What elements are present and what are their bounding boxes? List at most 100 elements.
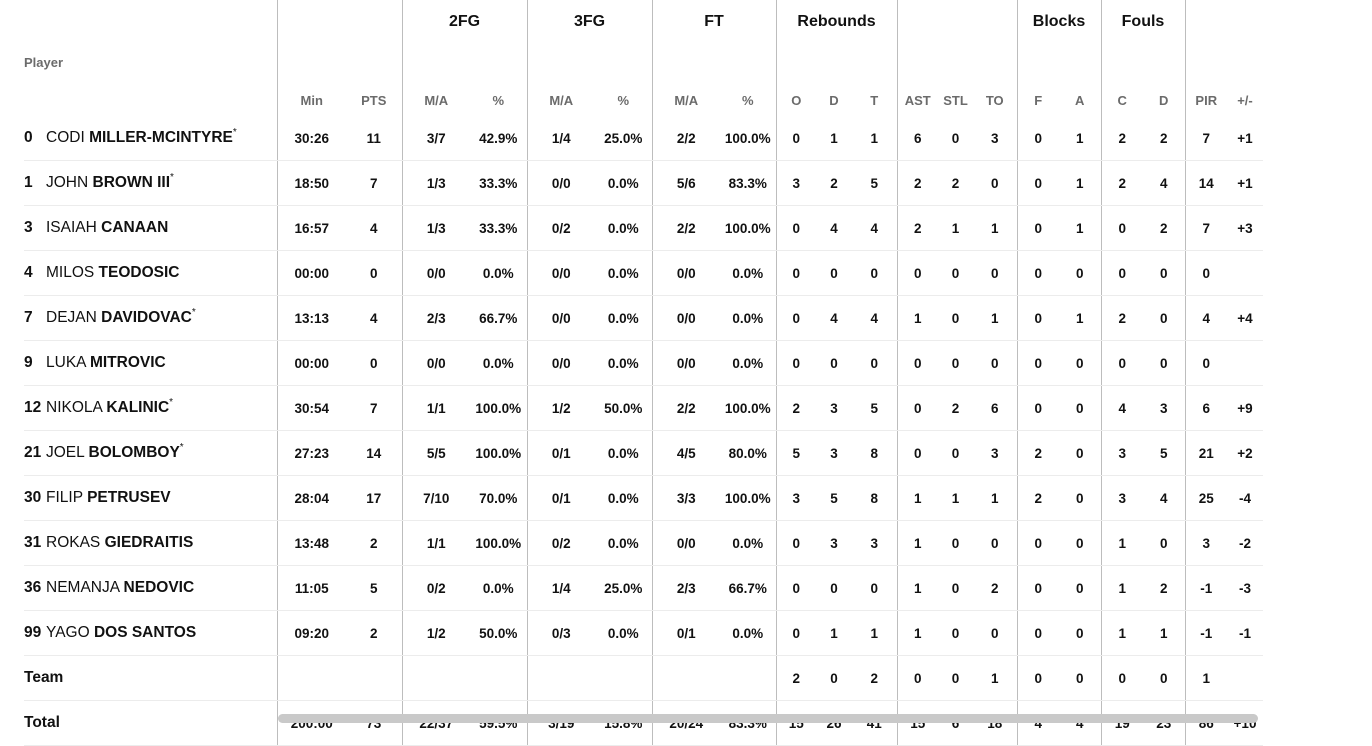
cell-stl: 0 bbox=[938, 610, 973, 656]
cell-fouls-c: 1 bbox=[1100, 520, 1143, 566]
column-header-fouls-c[interactable]: C bbox=[1100, 41, 1143, 116]
cell-2fg-ma bbox=[401, 655, 470, 701]
player-first-name: ROKAS bbox=[46, 534, 101, 551]
cell-pir: 14 bbox=[1184, 160, 1227, 206]
column-header-player[interactable]: Player bbox=[24, 55, 64, 70]
column-header-pts[interactable]: PTS bbox=[361, 93, 387, 108]
table-row: 0 CODI MILLER-MCINTYRE* 30:26 11 3/7 42.9% 1/4… bbox=[24, 116, 1263, 161]
starter-mark: * bbox=[179, 442, 184, 453]
cell-ast: 0 bbox=[896, 430, 938, 476]
cell-plus-minus: +3 bbox=[1227, 205, 1263, 251]
player-cell[interactable]: 12 NIKOLA KALINIC* bbox=[24, 385, 277, 431]
column-header-stl[interactable]: STL bbox=[943, 93, 968, 108]
cell-3fg-ma: 1/4 bbox=[526, 116, 595, 161]
cell-pir: 7 bbox=[1184, 116, 1227, 161]
cell-reb-t: 5 bbox=[852, 385, 897, 431]
jersey-number: 7 bbox=[24, 309, 33, 326]
cell-pts: 7 bbox=[346, 385, 402, 431]
cell-stl: 2 bbox=[938, 385, 973, 431]
total-label: Total bbox=[24, 700, 277, 746]
cell-blocks-a: 0 bbox=[1059, 250, 1101, 296]
cell-2fg-ma: 5/5 bbox=[401, 430, 470, 476]
column-header-reb-o[interactable]: O bbox=[775, 41, 816, 116]
player-cell[interactable]: 9 LUKA MITROVIC bbox=[24, 340, 277, 386]
cell-fouls-d: 2 bbox=[1143, 116, 1185, 161]
column-header-3fg-ma[interactable]: M/A bbox=[526, 41, 595, 116]
cell-min: 00:00 bbox=[276, 250, 346, 296]
cell-3fg-pct: 0.0% bbox=[595, 295, 652, 341]
player-cell[interactable]: 36 NEMANJA NEDOVIC bbox=[24, 565, 277, 611]
player-cell[interactable]: 0 CODI MILLER-MCINTYRE* bbox=[24, 116, 277, 161]
cell-2fg-ma: 0/0 bbox=[401, 340, 470, 386]
cell-ft-pct: 83.3% bbox=[720, 160, 776, 206]
player-first-name: LUKA bbox=[46, 354, 86, 371]
player-cell[interactable]: 99 YAGO DOS SANTOS bbox=[24, 610, 277, 656]
cell-blocks-f: 0 bbox=[1016, 385, 1059, 431]
cell-blocks-a: 0 bbox=[1059, 610, 1101, 656]
player-cell[interactable]: 7 DEJAN DAVIDOVAC* bbox=[24, 295, 277, 341]
starter-mark: * bbox=[191, 307, 196, 318]
column-header-pir[interactable]: PIR bbox=[1184, 41, 1227, 116]
column-header-reb-d[interactable]: D bbox=[829, 93, 839, 108]
horizontal-scrollbar[interactable] bbox=[278, 714, 1258, 723]
cell-blocks-f: 0 bbox=[1016, 565, 1059, 611]
column-header-ft-ma[interactable]: M/A bbox=[651, 41, 720, 116]
column-header-2fg-pct[interactable]: % bbox=[492, 93, 505, 108]
column-header-blocks-a[interactable]: A bbox=[1075, 93, 1085, 108]
cell-blocks-a: 0 bbox=[1059, 475, 1101, 521]
column-header-ast[interactable]: AST bbox=[896, 41, 938, 116]
cell-reb-o: 0 bbox=[775, 610, 816, 656]
table-row: 3 ISAIAH CANAAN 16:57 4 1/3 33.3% 0/2 0.0% 2/2 10… bbox=[24, 205, 1263, 251]
cell-pts: 7 bbox=[346, 160, 402, 206]
cell-min: 30:26 bbox=[276, 116, 346, 161]
player-last-name: BOLOMBOY bbox=[88, 444, 180, 461]
cell-ft-ma: 0/1 bbox=[651, 610, 720, 656]
jersey-number: 0 bbox=[24, 129, 33, 146]
cell-ft-ma: 2/2 bbox=[651, 385, 720, 431]
column-header-blocks-f[interactable]: F bbox=[1016, 41, 1059, 116]
player-cell[interactable]: 30 FILIP PETRUSEV bbox=[24, 475, 277, 521]
player-cell[interactable]: 21 JOEL BOLOMBOY* bbox=[24, 430, 277, 476]
column-header-ft-pct[interactable]: % bbox=[741, 93, 754, 108]
cell-3fg-pct: 0.0% bbox=[595, 610, 652, 656]
cell-fouls-d: 0 bbox=[1143, 250, 1185, 296]
cell-fouls-c: 3 bbox=[1100, 430, 1143, 476]
cell-stl: 1 bbox=[938, 475, 973, 521]
cell-2fg-pct: 100.0% bbox=[470, 520, 527, 566]
player-cell[interactable]: 3 ISAIAH CANAAN bbox=[24, 205, 277, 251]
column-header-min[interactable]: Min bbox=[276, 41, 346, 116]
cell-reb-o: 2 bbox=[775, 655, 816, 701]
box-score-table: 2FG 3FG FT Rebounds Blocks Fouls Player … bbox=[24, 0, 1263, 746]
team-row: Team 2 0 2 0 0 1 0 0 0 0 1 bbox=[24, 655, 1263, 701]
player-cell[interactable]: 31 ROKAS GIEDRAITIS bbox=[24, 520, 277, 566]
cell-3fg-ma bbox=[526, 655, 595, 701]
column-header-reb-t[interactable]: T bbox=[870, 93, 879, 108]
cell-plus-minus: -4 bbox=[1227, 475, 1263, 521]
cell-ast: 1 bbox=[896, 565, 938, 611]
player-first-name: DEJAN bbox=[46, 309, 97, 326]
player-first-name: JOHN bbox=[46, 174, 89, 191]
cell-min bbox=[276, 655, 346, 701]
cell-blocks-f: 0 bbox=[1016, 520, 1059, 566]
cell-3fg-ma: 1/4 bbox=[526, 565, 595, 611]
cell-reb-t: 5 bbox=[852, 160, 897, 206]
player-cell[interactable]: 4 MILOS TEODOSIC bbox=[24, 250, 277, 296]
player-last-name: GIEDRAITIS bbox=[104, 534, 194, 551]
column-header-3fg-pct[interactable]: % bbox=[617, 93, 630, 108]
starter-mark: * bbox=[170, 172, 174, 183]
column-header-to[interactable]: TO bbox=[985, 93, 1004, 108]
column-header-fouls-d[interactable]: D bbox=[1159, 93, 1169, 108]
cell-ast: 15 bbox=[896, 700, 938, 746]
jersey-number: 31 bbox=[24, 534, 42, 551]
cell-3fg-pct: 50.0% bbox=[595, 385, 652, 431]
cell-2fg-ma: 1/1 bbox=[401, 520, 470, 566]
player-cell[interactable]: 1 JOHN BROWN III* bbox=[24, 160, 277, 206]
column-header-plus-minus[interactable]: +/- bbox=[1237, 93, 1253, 108]
cell-blocks-f: 0 bbox=[1016, 655, 1059, 701]
cell-reb-t: 1 bbox=[852, 116, 897, 161]
cell-blocks-f: 0 bbox=[1016, 116, 1059, 161]
cell-blocks-a: 0 bbox=[1059, 340, 1101, 386]
table-row: 1 JOHN BROWN III* 18:50 7 1/3 33.3% 0/0 0.0% 5/6… bbox=[24, 160, 1263, 206]
column-header-2fg-ma[interactable]: M/A bbox=[401, 41, 470, 116]
cell-reb-d: 1 bbox=[816, 116, 852, 161]
